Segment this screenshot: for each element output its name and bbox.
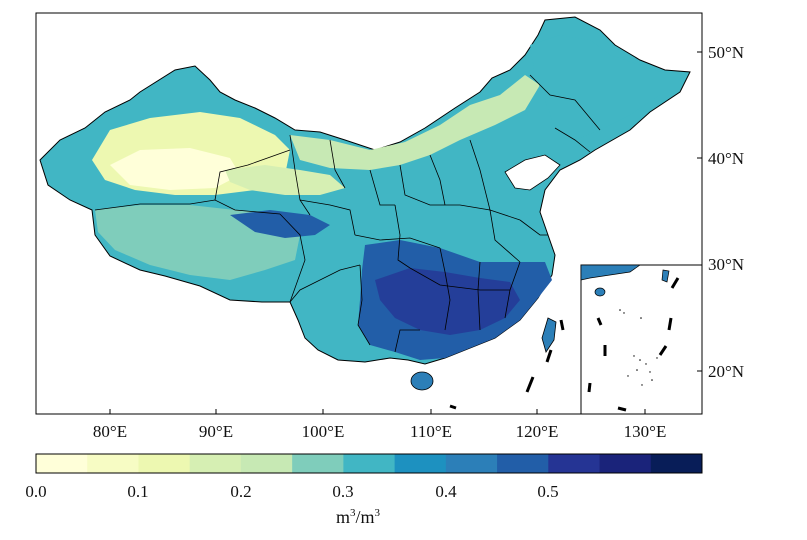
map-content <box>39 16 691 410</box>
lat-tick-label: 20°N <box>708 362 744 381</box>
colorbar-segment <box>599 454 652 473</box>
lon-tick-label: 100°E <box>302 422 345 441</box>
lon-tick-label: 120°E <box>516 422 559 441</box>
colorbar-segment <box>36 454 88 473</box>
colorbar-segment <box>548 454 601 473</box>
colorbar-tick-label: 0.2 <box>230 482 251 501</box>
province-boundaries <box>94 74 601 353</box>
colorbar-segment <box>240 454 293 473</box>
southeast-core <box>375 268 520 335</box>
bohai-sea <box>504 154 561 191</box>
longitude-axis <box>109 409 646 414</box>
south-china-sea-inset <box>580 264 703 415</box>
northeast-region <box>530 35 670 140</box>
colorbar-frame <box>35 453 703 474</box>
colorbar <box>36 454 703 473</box>
lat-tick-label: 50°N <box>708 43 744 62</box>
tarim-basin <box>110 148 240 190</box>
colorbar-tick-label: 0.1 <box>127 482 148 501</box>
lat-tick-label: 40°N <box>708 149 744 168</box>
gobi-dry <box>225 165 345 195</box>
colorbar-unit-label: m3/m3 <box>336 507 381 527</box>
lon-tick-label: 110°E <box>410 422 452 441</box>
colorbar-segment <box>189 454 242 473</box>
colorbar-segment <box>497 454 549 473</box>
inner-mongolia-dry <box>290 75 540 170</box>
lon-tick-label: 80°E <box>93 422 127 441</box>
lon-tick-label: 90°E <box>199 422 233 441</box>
tibet-wet-band <box>230 210 330 238</box>
colorbar-segment <box>394 454 447 473</box>
colorbar-tick-label: 0.4 <box>435 482 457 501</box>
colorbar-segment <box>292 454 344 473</box>
lon-tick-label: 130°E <box>624 422 667 441</box>
hainan-island <box>410 371 434 391</box>
nine-dash-line-main <box>449 319 565 410</box>
latitude-axis <box>697 51 702 372</box>
colorbar-tick-label: 0.5 <box>537 482 558 501</box>
colorbar-segment <box>445 454 498 473</box>
taiwan-island <box>541 317 557 353</box>
colorbar-tick-label: 0.0 <box>25 482 46 501</box>
colorbar-segment <box>87 454 139 473</box>
colorbar-segment <box>650 454 703 473</box>
colorbar-segment <box>138 454 191 473</box>
colorbar-segment <box>343 454 396 473</box>
colorbar-tick-label: 0.3 <box>332 482 353 501</box>
lat-tick-label: 30°N <box>708 255 744 274</box>
